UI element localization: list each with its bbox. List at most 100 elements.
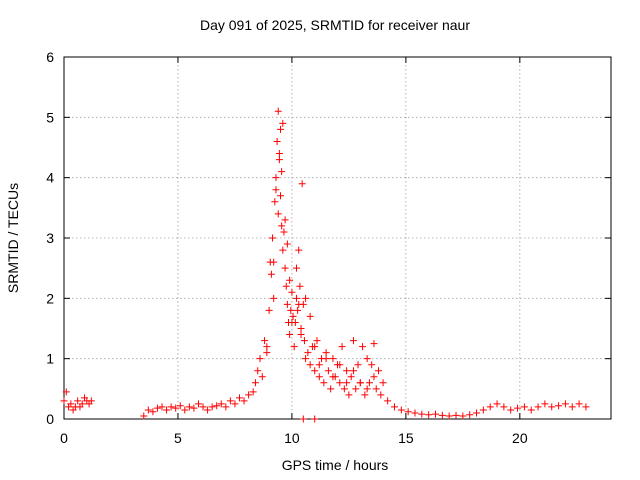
x-tick-label: 0 [60, 430, 68, 446]
data-point [295, 300, 303, 308]
data-point [292, 294, 300, 302]
data-point [452, 411, 460, 419]
data-point [286, 331, 294, 339]
data-point [281, 264, 289, 272]
data-point [288, 288, 296, 296]
data-point [283, 300, 291, 308]
data-point [194, 400, 202, 408]
data-point [213, 402, 221, 410]
data-point [163, 406, 171, 414]
data-point [274, 210, 282, 218]
data-point [347, 373, 355, 381]
data-point [278, 168, 286, 176]
data-point [272, 174, 280, 182]
data-point [445, 412, 453, 420]
data-point [87, 397, 95, 405]
data-point [541, 400, 549, 408]
data-point [267, 270, 275, 278]
x-axis-label: GPS time / hours [282, 457, 389, 473]
data-point [273, 137, 281, 145]
data-point [275, 156, 283, 164]
data-point [208, 403, 216, 411]
data-point [479, 406, 487, 414]
data-point [272, 186, 280, 194]
y-tick-label: 4 [46, 170, 54, 186]
data-point [249, 388, 257, 396]
data-point [534, 403, 542, 411]
data-point [397, 406, 405, 414]
chart-title: Day 091 of 2025, SRMTID for receiver nau… [200, 17, 470, 33]
data-point [349, 367, 357, 375]
data-point [271, 198, 279, 206]
data-point [368, 361, 376, 369]
data-point [363, 385, 371, 393]
data-point [322, 349, 330, 357]
data-point [375, 367, 383, 375]
data-point [384, 397, 392, 405]
data-point [345, 391, 353, 399]
data-point [287, 306, 295, 314]
data-point [329, 355, 337, 363]
data-point [62, 388, 70, 396]
data-point [274, 107, 282, 115]
data-point [204, 406, 212, 414]
data-point [263, 343, 271, 351]
data-point [432, 410, 440, 418]
data-point [361, 391, 369, 399]
axis-ticks [63, 56, 611, 420]
data-point [60, 397, 68, 405]
data-point [313, 337, 321, 345]
data-point [294, 306, 302, 314]
data-point [231, 400, 239, 408]
data-point [67, 400, 75, 408]
data-points [60, 107, 590, 423]
data-point [280, 228, 288, 236]
data-point [222, 403, 230, 411]
data-point [370, 373, 378, 381]
data-point [144, 406, 152, 414]
data-point [176, 402, 184, 410]
data-point [365, 379, 373, 387]
data-point [283, 240, 291, 248]
data-point [240, 397, 248, 405]
data-point [289, 312, 297, 320]
data-point [167, 403, 175, 411]
data-point [172, 404, 180, 412]
data-point [245, 391, 253, 399]
data-point [329, 373, 337, 381]
data-point [379, 379, 387, 387]
data-point [235, 394, 243, 402]
data-point [306, 361, 314, 369]
data-point [286, 276, 294, 284]
data-point [343, 367, 351, 375]
data-point [370, 340, 378, 348]
data-point [322, 355, 330, 363]
data-point [265, 306, 273, 314]
data-point [372, 385, 380, 393]
data-point [336, 379, 344, 387]
data-point [582, 403, 590, 411]
data-point [158, 403, 166, 411]
data-point [296, 282, 304, 290]
data-point [311, 343, 319, 351]
data-point [181, 406, 189, 414]
data-point [520, 403, 528, 411]
data-point [320, 379, 328, 387]
data-point [349, 337, 357, 345]
data-point [425, 411, 433, 419]
data-point [466, 411, 474, 419]
data-point [140, 412, 148, 420]
data-point [411, 409, 419, 417]
y-tick-label: 3 [46, 230, 54, 246]
data-point [288, 318, 296, 326]
data-point [575, 400, 583, 408]
y-tick-label: 1 [46, 351, 54, 367]
y-tick-label: 0 [46, 411, 54, 427]
data-point [352, 385, 360, 393]
data-point [338, 343, 346, 351]
x-tick-label: 5 [174, 430, 182, 446]
data-point [226, 397, 234, 405]
data-point [263, 349, 271, 357]
data-point [418, 410, 426, 418]
